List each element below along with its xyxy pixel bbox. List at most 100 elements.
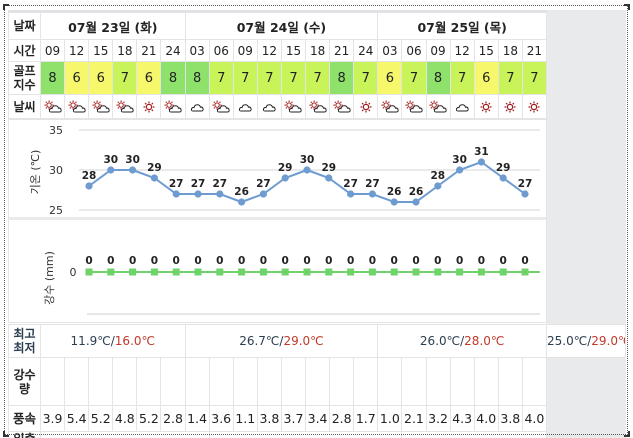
weather-label: 날씨 bbox=[8, 94, 41, 119]
svg-text:30: 30 bbox=[300, 154, 315, 166]
svg-text:30: 30 bbox=[125, 154, 140, 166]
golf-index-cell: 7 bbox=[256, 61, 282, 95]
rainfall-cell bbox=[64, 357, 90, 406]
svg-text:0: 0 bbox=[434, 255, 441, 267]
svg-text:27: 27 bbox=[169, 178, 184, 190]
svg-text:31: 31 bbox=[474, 146, 489, 158]
golf-index-cell: 7 bbox=[280, 61, 307, 95]
svg-text:0: 0 bbox=[173, 255, 180, 267]
weather-cell bbox=[521, 94, 548, 119]
svg-text:0: 0 bbox=[391, 255, 398, 267]
wind-speed-cell: 2.8 bbox=[329, 405, 355, 432]
golf-index-cell: 7 bbox=[208, 61, 234, 95]
svg-text:0: 0 bbox=[325, 255, 332, 267]
partly-cloudy-icon bbox=[333, 100, 351, 114]
partly-cloudy-icon bbox=[429, 100, 447, 114]
rainfall-empty bbox=[546, 357, 626, 406]
weather-cell bbox=[88, 94, 114, 119]
rainfall-row: 강수 량 bbox=[8, 357, 626, 406]
weather-cell bbox=[377, 94, 403, 119]
golf-index-cell: 6 bbox=[64, 61, 90, 95]
sun-icon bbox=[140, 100, 158, 114]
sun-icon bbox=[477, 100, 495, 114]
minmax-day4: 25.0℃/29.0℃ bbox=[546, 324, 626, 358]
cloud-icon bbox=[188, 100, 206, 114]
rainfall-cell bbox=[184, 357, 210, 406]
wind-speed-cell: 2.8 bbox=[160, 405, 186, 432]
wind-speed-cell: 4.8 bbox=[112, 405, 138, 432]
svg-text:0: 0 bbox=[70, 266, 77, 279]
svg-text:28: 28 bbox=[82, 170, 97, 182]
rainfall-cell bbox=[232, 357, 258, 406]
golf-index-cell: 8 bbox=[329, 61, 355, 95]
wind-speed-cell: 2.1 bbox=[401, 405, 427, 432]
svg-text:0: 0 bbox=[85, 255, 92, 267]
golf-index-cell: 6 bbox=[377, 61, 403, 95]
golf-index-cell: 8 bbox=[425, 61, 451, 95]
svg-text:26: 26 bbox=[409, 186, 424, 198]
frame-corner bbox=[3, 4, 9, 10]
wind-speed-cell: 3.2 bbox=[425, 405, 451, 432]
golf-index-cell: 6 bbox=[136, 61, 162, 95]
weather-cell bbox=[305, 94, 331, 119]
svg-text:0: 0 bbox=[369, 255, 376, 267]
precipitation-line-chart: 0강수 (mm) 0 0 0 0 0 0 0 0 0 0 0 0 0 0 0 0 0 0 0 0 0 bbox=[43, 251, 540, 315]
wind-speed-cell: 3.8 bbox=[497, 405, 523, 432]
golf-index-cell: 7 bbox=[497, 61, 523, 95]
svg-text:0: 0 bbox=[216, 255, 223, 267]
svg-text:0: 0 bbox=[412, 255, 419, 267]
svg-text:30: 30 bbox=[452, 154, 467, 166]
weather-cell bbox=[473, 94, 499, 119]
svg-text:0: 0 bbox=[303, 255, 310, 267]
svg-text:29: 29 bbox=[321, 162, 336, 174]
svg-text:35: 35 bbox=[49, 124, 63, 137]
weather-cell bbox=[353, 94, 379, 119]
partly-cloudy-icon bbox=[309, 100, 327, 114]
svg-text:30: 30 bbox=[103, 154, 118, 166]
sun-icon bbox=[525, 100, 543, 114]
minmax-day1: 11.9℃/16.0℃ bbox=[40, 324, 186, 358]
weather-forecast-table: 날짜 07월 23일 (화) 07월 24일 (수) 07월 25일 (목) 시… bbox=[8, 12, 548, 119]
weather-cell bbox=[39, 94, 66, 119]
precipitation-chart: 0 강수 (mm) 0 0 0 0 0 0 0 0 0 0 0 0 0 0 0 0 0 0 0 0 0 bbox=[9, 220, 546, 322]
minmax-day2: 26.7℃/29.0℃ bbox=[184, 324, 379, 358]
svg-text:0: 0 bbox=[521, 255, 528, 267]
time-cell: 15 bbox=[88, 39, 114, 62]
time-row: 시간 09 12 15 18 21 24 03 06 09 12 15 18 21 24 03 06 09 12 1… bbox=[8, 39, 548, 62]
svg-text:0: 0 bbox=[478, 255, 485, 267]
svg-text:25: 25 bbox=[49, 204, 63, 217]
rainfall-cell bbox=[329, 357, 355, 406]
sun-icon bbox=[357, 100, 375, 114]
svg-text:0: 0 bbox=[282, 255, 289, 267]
time-label: 시간 bbox=[8, 39, 41, 62]
partly-cloudy-icon bbox=[164, 100, 182, 114]
wind-speed-cell: 4.3 bbox=[449, 405, 475, 432]
day-header-0725: 07월 25일 (목) bbox=[377, 12, 547, 40]
wind-empty bbox=[546, 405, 626, 432]
weather-cell bbox=[112, 94, 138, 119]
weather-cell bbox=[497, 94, 523, 119]
sun-icon bbox=[501, 100, 519, 114]
golf-index-cell: 7 bbox=[112, 61, 138, 95]
svg-text:27: 27 bbox=[191, 178, 206, 190]
time-cell: 15 bbox=[473, 39, 499, 62]
wind-speed-cell: 5.4 bbox=[64, 405, 90, 432]
svg-text:0: 0 bbox=[456, 255, 463, 267]
svg-text:0: 0 bbox=[500, 255, 507, 267]
rainfall-cell bbox=[473, 357, 499, 406]
selection-frame bbox=[4, 5, 628, 435]
partly-cloudy-icon bbox=[212, 100, 230, 114]
svg-text:강수 (mm): 강수 (mm) bbox=[43, 251, 56, 305]
svg-text:28: 28 bbox=[430, 170, 445, 182]
weather-cell bbox=[280, 94, 307, 119]
weather-row: 날씨 bbox=[8, 94, 548, 119]
svg-text:29: 29 bbox=[147, 162, 162, 174]
svg-text:27: 27 bbox=[256, 178, 271, 190]
rainfall-cell bbox=[280, 357, 307, 406]
svg-text:0: 0 bbox=[107, 255, 114, 267]
svg-text:0: 0 bbox=[238, 255, 245, 267]
svg-text:30: 30 bbox=[49, 164, 63, 177]
svg-text:27: 27 bbox=[365, 178, 380, 190]
weather-cell bbox=[208, 94, 234, 119]
